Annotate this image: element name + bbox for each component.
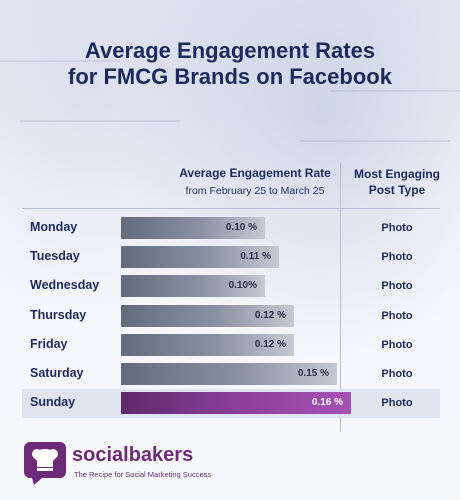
header-engagement-rate: Average Engagement Rate from February 25… (170, 166, 340, 199)
value-label: 0.10 % (225, 222, 257, 233)
post-type-label: Photo (381, 222, 413, 234)
bar-row-friday: Friday 0.12 % Photo (22, 331, 440, 360)
post-type-label: Photo (381, 397, 413, 410)
value-label: 0.10% (228, 280, 257, 292)
category-label: Monday (30, 220, 78, 234)
bar-wednesday: 0.10% (121, 275, 265, 298)
value-label: 0.11 % (240, 251, 271, 263)
value-label: 0.12 % (254, 338, 286, 350)
column-divider (340, 162, 341, 432)
category-label: Tuesday (30, 249, 80, 264)
category-label: Thursday (30, 307, 87, 322)
bar-sunday: 0.16 % (121, 392, 351, 415)
post-type-label: Photo (381, 251, 413, 264)
chef-hat-logo-icon (24, 442, 66, 485)
bar-row-monday: Monday 0.10 % Photo (22, 214, 440, 243)
bar-thursday: 0.12 % (121, 304, 294, 327)
bar-tuesday: 0.11 % (121, 246, 279, 269)
post-type-label: Photo (381, 309, 413, 322)
header-rate-label: Average Engagement Rate (179, 166, 331, 180)
post-type-label: Photo (381, 338, 413, 351)
category-label: Sunday (30, 395, 76, 410)
header-post-line-2: Post Type (368, 183, 426, 197)
value-label: 0.16 % (311, 397, 343, 409)
bar-monday: 0.10 % (121, 217, 265, 239)
header-post-line-1: Most Engaging (354, 167, 440, 181)
brand-name: socialbakers (72, 444, 194, 466)
bar-saturday: 0.15 % (121, 363, 337, 385)
bar-row-sunday: Sunday 0.16 % Photo (22, 389, 440, 419)
post-type-label: Photo (381, 368, 413, 380)
brand-tagline: The Recipe for Social Marketing Success (74, 470, 212, 479)
header-divider (22, 208, 440, 209)
chart-title: Average Engagement Rates for FMCG Brands… (0, 38, 460, 90)
bar-friday: 0.12 % (121, 333, 294, 356)
category-label: Friday (30, 336, 68, 351)
header-post-type: Most Engaging Post Type (342, 166, 452, 198)
post-type-label: Photo (381, 280, 413, 293)
header-rate-period: from February 25 to March 25 (185, 185, 325, 197)
category-label: Wednesday (30, 278, 100, 293)
title-line-2: for FMCG Brands on Facebook (68, 64, 392, 89)
category-label: Saturday (30, 366, 84, 380)
value-label: 0.15 % (297, 368, 329, 379)
bar-row-wednesday: Wednesday 0.10% Photo (22, 272, 440, 301)
bar-row-thursday: Thursday 0.12 % Photo (22, 302, 440, 331)
bar-row-saturday: Saturday 0.15 % Photo (22, 360, 440, 389)
title-line-1: Average Engagement Rates (84, 38, 376, 63)
value-label: 0.12 % (254, 309, 286, 321)
bar-row-tuesday: Tuesday 0.11 % Photo (22, 243, 440, 272)
